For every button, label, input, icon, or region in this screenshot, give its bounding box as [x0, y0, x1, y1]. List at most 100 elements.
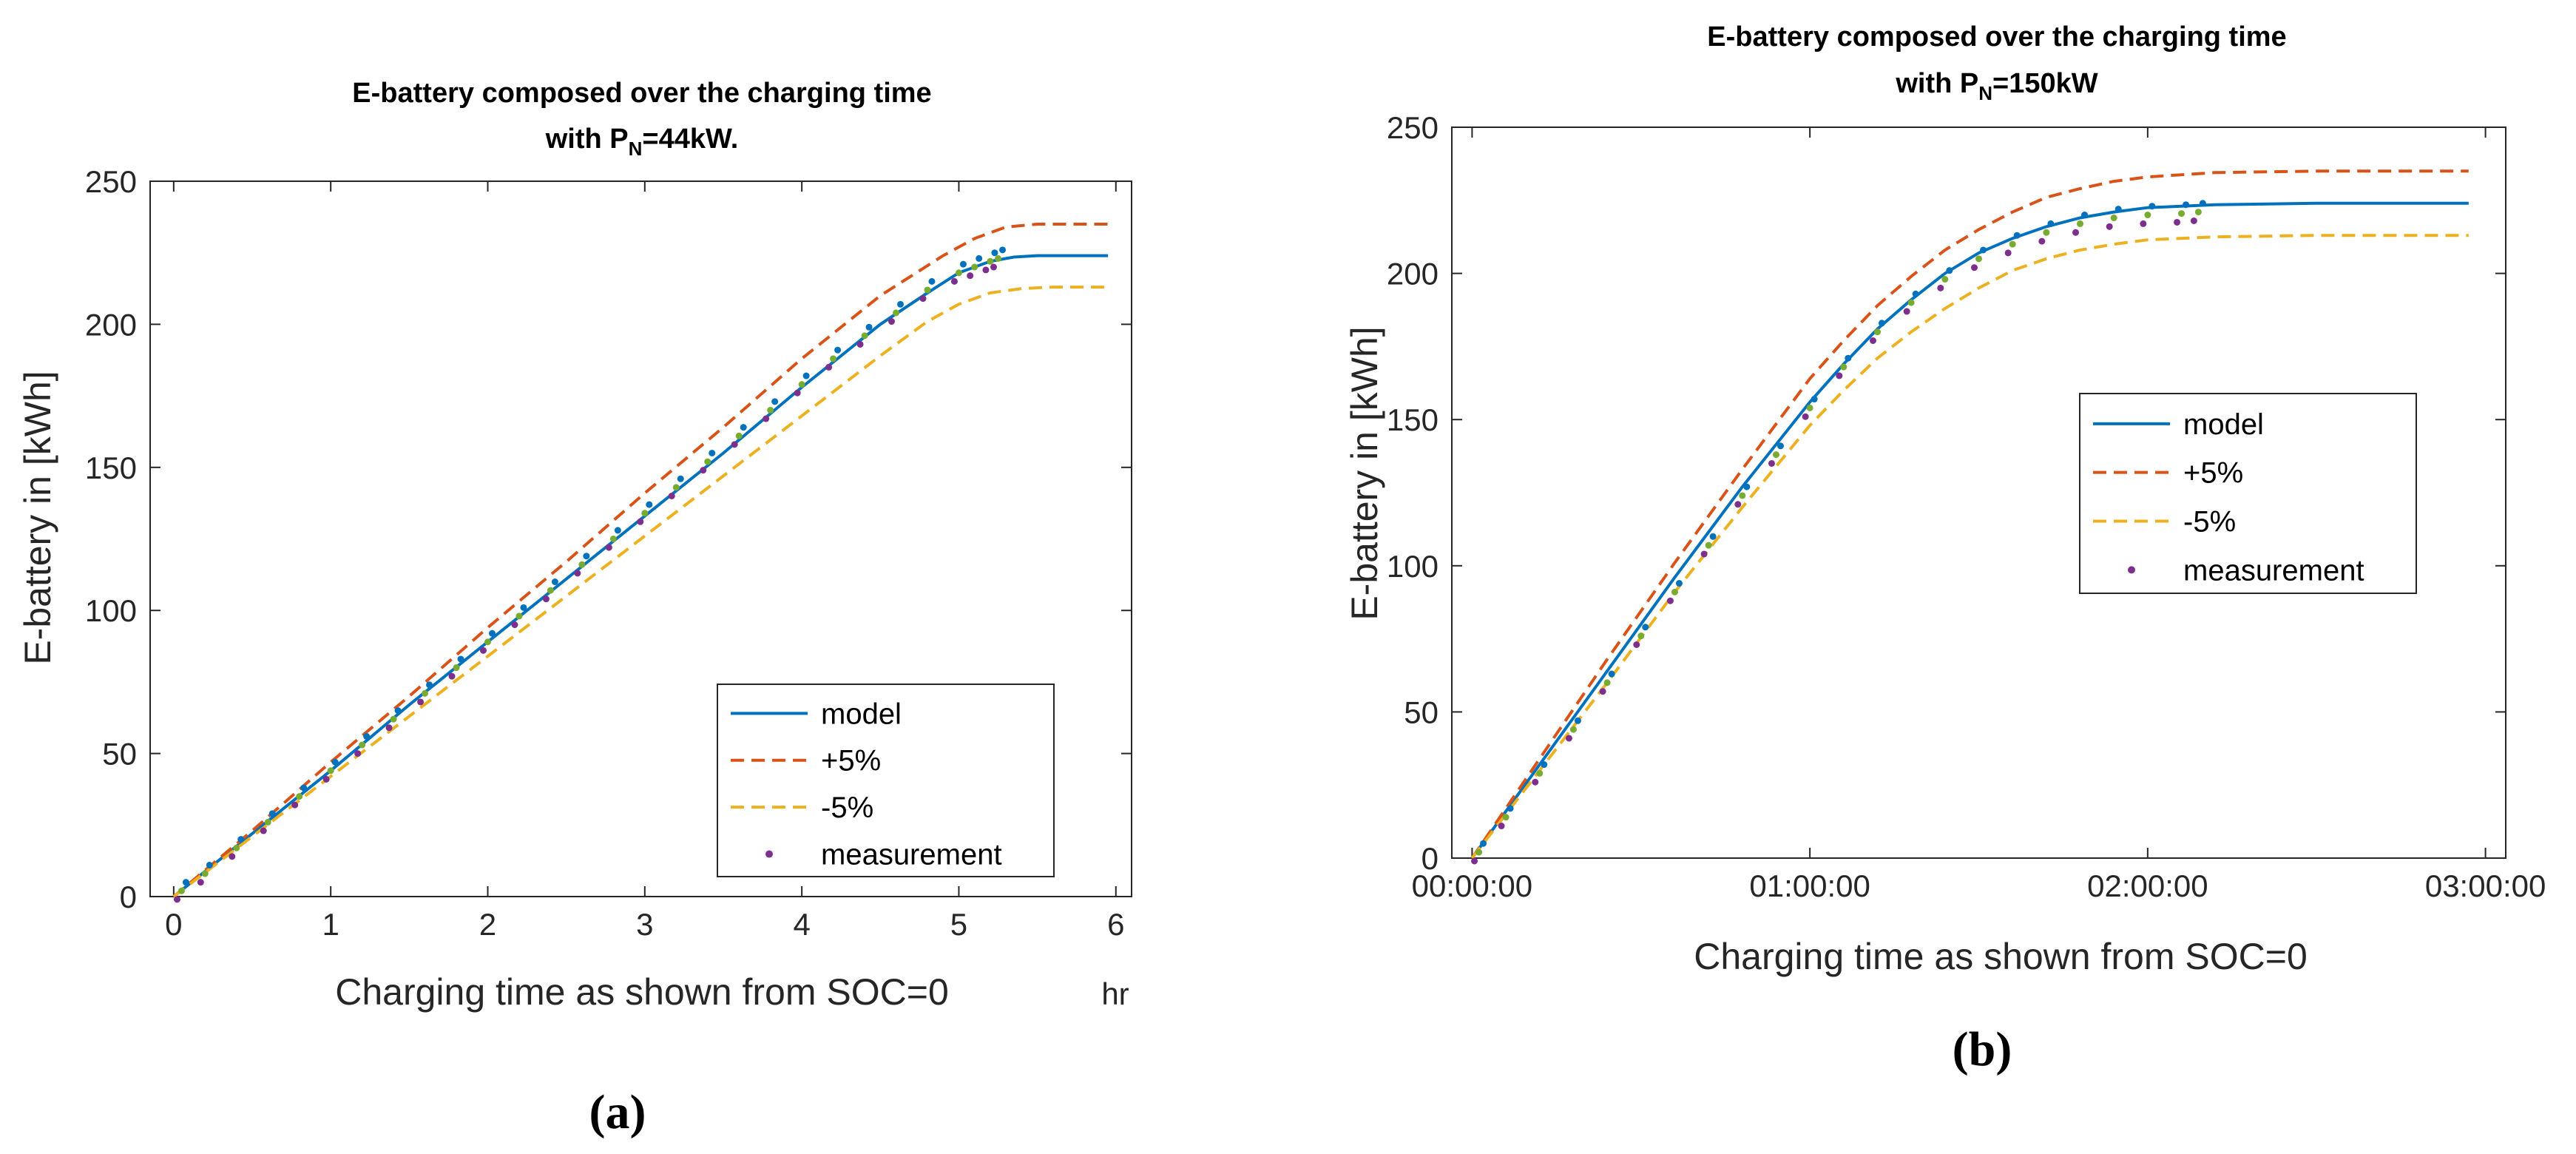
measurement-point — [959, 260, 967, 268]
series-line-+5% — [1470, 169, 2469, 860]
measurement-point — [426, 681, 433, 689]
measurement-point — [982, 266, 990, 274]
chart-b-title: E-battery composed over the charging tim… — [1707, 21, 2286, 53]
measurement-point — [1840, 363, 1848, 371]
measurement-point — [2144, 212, 2151, 219]
measurement-point — [2194, 209, 2202, 216]
measurement-point — [1772, 451, 1779, 459]
measurement-point — [206, 861, 213, 868]
x-tick-label: 1 — [322, 907, 339, 942]
measurement-point — [967, 272, 974, 280]
measurement-point — [359, 741, 366, 749]
measurement-point — [2178, 210, 2185, 217]
measurement-point — [2047, 220, 2055, 227]
measurement-point — [1599, 688, 1606, 695]
measurement-point — [2077, 220, 2084, 227]
measurement-point — [1941, 276, 1949, 283]
measurement-point — [1777, 442, 1784, 450]
measurement-point — [1569, 726, 1577, 733]
x-tick-label: 03:00:00 — [2425, 868, 2546, 903]
measurement-point — [893, 309, 900, 317]
measurement-point — [229, 853, 236, 860]
legend-entry: model — [821, 698, 902, 730]
measurement-point — [995, 254, 1002, 262]
measurement-point — [2199, 200, 2206, 207]
legend-entry: measurement — [2183, 554, 2364, 587]
y-tick-label: 100 — [1387, 549, 1439, 584]
series-measurement — [173, 246, 1007, 903]
chart-b: E-battery composed over the charging tim… — [1344, 21, 2546, 1076]
measurement-point — [1536, 769, 1544, 777]
measurement-point — [511, 621, 518, 629]
measurement-point — [1768, 459, 1775, 467]
y-tick-label: 150 — [1387, 402, 1439, 437]
measurement-point — [457, 655, 464, 663]
legend-box — [2079, 393, 2417, 594]
chart-b-xlabel: Charging time as shown from SOC=0 — [1694, 936, 2308, 977]
measurement-point — [197, 879, 204, 886]
x-tick-label: 0 — [165, 907, 182, 942]
measurement-point — [1498, 823, 1505, 830]
measurement-point — [2149, 203, 2156, 210]
measurement-point — [1671, 588, 1678, 595]
x-tick-label: 6 — [1107, 907, 1124, 942]
measurement-point — [677, 475, 684, 482]
x-tick-label: 00:00:00 — [1412, 868, 1533, 903]
measurement-point — [322, 775, 330, 783]
measurement-point — [1675, 580, 1683, 587]
measurement-point — [1480, 840, 1487, 847]
measurement-point — [233, 844, 240, 851]
measurement-point — [354, 750, 362, 757]
y-tick-label: 50 — [102, 737, 137, 772]
measurement-point — [2140, 220, 2147, 227]
measurement-point — [583, 553, 590, 560]
measurement-point — [1471, 857, 1478, 865]
x-tick-label: 2 — [479, 907, 496, 942]
measurement-point — [802, 372, 810, 379]
measurement-point — [2081, 212, 2089, 219]
measurement-point — [798, 381, 805, 388]
measurement-point — [363, 732, 371, 740]
series-line-+5% — [172, 223, 1109, 898]
measurement-point — [1806, 404, 1813, 411]
measurement-point — [542, 595, 550, 603]
measurement-point — [1946, 267, 1953, 274]
y-tick-label: 0 — [1421, 841, 1439, 876]
legend-entry: measurement — [821, 839, 1002, 871]
measurement-point — [1975, 255, 1982, 263]
x-tick-label: 02:00:00 — [2087, 868, 2208, 903]
chart-a-xlabel: Charging time as shown from SOC=0 — [335, 971, 949, 1013]
chart-a-panel-label: (a) — [589, 1085, 646, 1139]
measurement-point — [740, 424, 747, 431]
measurement-point — [1734, 501, 1742, 508]
chart-a-title-line2: with PN=44kW. — [545, 124, 739, 160]
measurement-point — [976, 254, 983, 262]
measurement-point — [1878, 320, 1885, 327]
measurement-point — [641, 510, 649, 517]
measurement-point — [1836, 372, 1843, 379]
measurement-point — [394, 707, 402, 715]
measurement-point — [479, 647, 487, 654]
measurement-point — [1475, 848, 1483, 856]
measurement-point — [1709, 533, 1717, 540]
measurement-point — [1637, 632, 1645, 640]
measurement-point — [417, 698, 425, 706]
legend-entry: -5% — [821, 792, 873, 824]
measurement-point — [1705, 541, 1712, 549]
measurement-point — [1507, 805, 1514, 812]
measurement-point — [955, 269, 962, 277]
measurement-point — [637, 518, 644, 525]
measurement-point — [201, 870, 209, 877]
legend-entry: -5% — [2183, 506, 2236, 539]
y-tick-label: 50 — [1404, 695, 1439, 729]
chart-b-panel-label: (b) — [1953, 1022, 2012, 1076]
measurement-point — [520, 604, 527, 611]
measurement-point — [2106, 223, 2113, 230]
x-tick-label: 5 — [950, 907, 967, 942]
measurement-point — [1633, 641, 1640, 649]
y-tick-label: 0 — [120, 880, 137, 914]
measurement-point — [700, 467, 707, 474]
measurement-point — [2174, 218, 2181, 226]
y-tick-label: 100 — [85, 593, 137, 628]
legend-swatch — [765, 850, 773, 858]
